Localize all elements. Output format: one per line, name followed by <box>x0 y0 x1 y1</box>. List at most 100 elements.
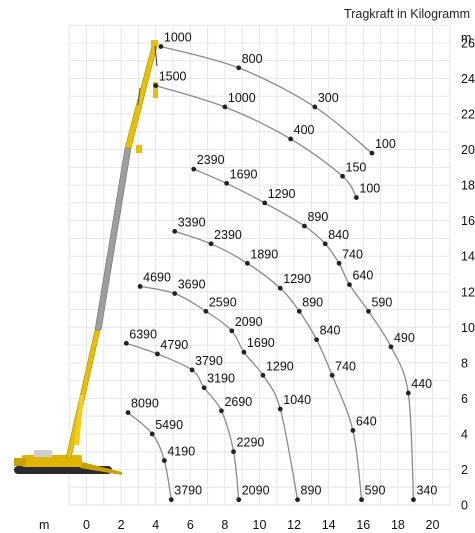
load-point <box>350 427 356 433</box>
crane-jib-head <box>151 40 158 46</box>
y-tick-label: 10 <box>461 321 475 335</box>
x-tick-label: 6 <box>187 518 194 532</box>
load-point <box>277 285 283 291</box>
load-point <box>172 228 178 234</box>
load-point <box>123 340 129 346</box>
x-tick-label: 18 <box>391 518 405 532</box>
x-tick-label: 10 <box>253 518 267 532</box>
load-label: 3790 <box>195 354 223 368</box>
load-point <box>137 284 143 289</box>
x-tick-label: 2 <box>118 518 125 532</box>
load-point <box>288 136 294 142</box>
load-point <box>236 65 242 71</box>
x-tick-label: 20 <box>426 518 440 532</box>
load-label: 740 <box>335 359 356 373</box>
load-point <box>277 406 283 412</box>
x-tick-label: 4 <box>152 518 159 532</box>
load-label: 3190 <box>207 372 235 386</box>
load-label: 1000 <box>164 31 192 45</box>
load-label: 1690 <box>247 336 275 350</box>
load-label: 2390 <box>214 228 242 242</box>
load-point <box>155 351 160 357</box>
y-tick-label: 16 <box>461 214 475 228</box>
load-label: 490 <box>394 331 415 345</box>
y-tick-label: 0 <box>461 499 468 513</box>
y-tick-label: 8 <box>461 356 468 370</box>
load-label: 6390 <box>129 327 157 341</box>
load-points: 1000 800 300 100 1500 1000 400 150 100 2390 1690 12… <box>123 31 437 503</box>
crane-boom-head <box>136 145 142 153</box>
y-tick-label: 14 <box>461 250 475 264</box>
load-label: 590 <box>371 295 392 309</box>
load-point <box>405 390 411 396</box>
load-label: 1690 <box>230 167 258 181</box>
load-point <box>347 282 352 288</box>
load-label: 100 <box>375 137 396 151</box>
load-label: 150 <box>346 160 367 174</box>
chart-title: Tragkraft in Kilogramm <box>344 7 470 21</box>
load-label: 2690 <box>224 395 252 409</box>
x-tick-label: 16 <box>356 518 370 532</box>
load-point <box>222 104 228 110</box>
load-point <box>244 260 250 266</box>
y-tick-label: 22 <box>461 108 475 122</box>
y-tick-label: 20 <box>461 143 475 157</box>
load-label: 440 <box>411 377 432 391</box>
load-point <box>224 180 230 186</box>
y-axis-unit: m <box>461 31 471 45</box>
load-point <box>366 308 371 314</box>
load-point <box>322 241 328 247</box>
crane-cylinder <box>74 395 84 445</box>
load-label: 840 <box>320 324 341 338</box>
y-tick-label: 2 <box>461 463 468 477</box>
crane-boom-base <box>65 329 101 459</box>
load-label: 1040 <box>283 393 311 407</box>
load-point <box>312 104 318 110</box>
load-point <box>260 372 266 378</box>
load-label: 1290 <box>268 187 296 201</box>
load-point <box>153 83 159 89</box>
load-label: 2390 <box>197 153 225 167</box>
crane-fly-jib <box>153 82 158 98</box>
load-label: 2090 <box>235 315 263 329</box>
load-point <box>229 328 235 334</box>
load-label: 2290 <box>237 436 265 450</box>
x-tick-label: 0 <box>83 518 90 532</box>
load-label: 2090 <box>242 484 270 498</box>
load-label: 4190 <box>167 445 195 459</box>
load-point <box>172 291 178 296</box>
load-point <box>302 223 307 229</box>
load-label: 1290 <box>283 272 311 286</box>
load-label: 740 <box>342 247 363 261</box>
y-tick-label: 24 <box>461 72 475 86</box>
load-point <box>411 497 416 503</box>
load-label: 3390 <box>178 215 206 229</box>
load-label: 4690 <box>143 270 171 284</box>
load-point <box>208 241 214 247</box>
load-label: 800 <box>242 52 263 66</box>
load-label: 640 <box>352 269 373 283</box>
load-label: 5490 <box>155 418 183 432</box>
load-point <box>158 44 164 49</box>
load-point <box>201 385 207 391</box>
load-point <box>219 408 224 414</box>
load-label: 1890 <box>250 247 278 261</box>
load-point <box>191 166 197 172</box>
load-point <box>203 308 209 314</box>
load-label: 1000 <box>228 91 256 105</box>
load-point <box>314 337 319 343</box>
load-label: 4790 <box>160 338 188 352</box>
grid <box>68 24 451 506</box>
load-point <box>149 431 155 437</box>
crane-cabin <box>34 450 52 457</box>
load-label: 100 <box>359 182 380 196</box>
load-point <box>369 150 375 156</box>
load-label: 890 <box>301 484 322 498</box>
load-label: 400 <box>294 123 315 137</box>
load-label: 890 <box>302 295 323 309</box>
load-label: 590 <box>365 484 386 498</box>
load-label: 890 <box>307 210 328 224</box>
load-point <box>231 449 236 455</box>
